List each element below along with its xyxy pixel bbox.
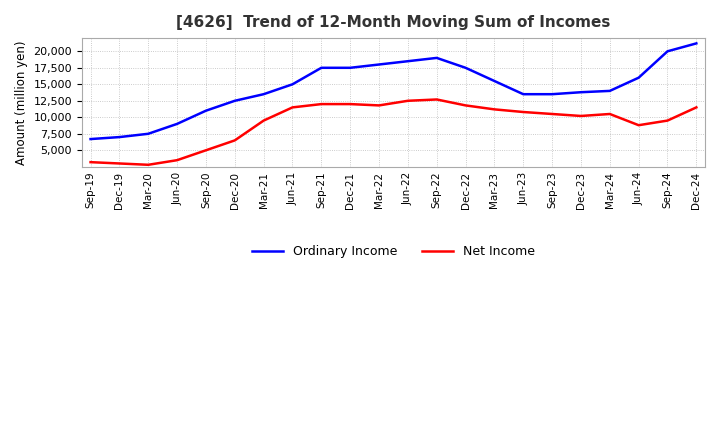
Net Income [317, 102, 325, 107]
Line: Ordinary Income: Ordinary Income [91, 44, 696, 139]
Ordinary Income [692, 41, 701, 46]
Ordinary Income [433, 55, 441, 61]
Ordinary Income [606, 88, 614, 94]
Ordinary Income [577, 90, 585, 95]
Ordinary Income [548, 92, 557, 97]
Net Income [259, 118, 268, 123]
Ordinary Income [317, 65, 325, 70]
Net Income [692, 105, 701, 110]
Net Income [519, 110, 528, 115]
Net Income [403, 98, 412, 103]
Ordinary Income [403, 59, 412, 64]
Ordinary Income [374, 62, 383, 67]
Net Income [490, 107, 499, 112]
Net Income [144, 162, 153, 168]
Ordinary Income [86, 136, 95, 142]
Net Income [606, 111, 614, 117]
Ordinary Income [346, 65, 354, 70]
Net Income [548, 111, 557, 117]
Ordinary Income [144, 131, 153, 136]
Net Income [230, 138, 239, 143]
Net Income [173, 158, 181, 163]
Ordinary Income [173, 121, 181, 127]
Net Income [346, 102, 354, 107]
Ordinary Income [462, 65, 470, 70]
Net Income [202, 148, 210, 153]
Ordinary Income [490, 78, 499, 84]
Net Income [86, 160, 95, 165]
Line: Net Income: Net Income [91, 99, 696, 165]
Ordinary Income [259, 92, 268, 97]
Title: [4626]  Trend of 12-Month Moving Sum of Incomes: [4626] Trend of 12-Month Moving Sum of I… [176, 15, 611, 30]
Legend: Ordinary Income, Net Income: Ordinary Income, Net Income [246, 240, 541, 263]
Net Income [115, 161, 124, 166]
Net Income [577, 114, 585, 119]
Net Income [288, 105, 297, 110]
Net Income [663, 118, 672, 123]
Net Income [433, 97, 441, 102]
Net Income [374, 103, 383, 108]
Y-axis label: Amount (million yen): Amount (million yen) [15, 40, 28, 165]
Net Income [462, 103, 470, 108]
Ordinary Income [288, 82, 297, 87]
Ordinary Income [230, 98, 239, 103]
Ordinary Income [202, 108, 210, 114]
Ordinary Income [115, 135, 124, 140]
Ordinary Income [519, 92, 528, 97]
Ordinary Income [634, 75, 643, 81]
Ordinary Income [663, 49, 672, 54]
Net Income [634, 123, 643, 128]
